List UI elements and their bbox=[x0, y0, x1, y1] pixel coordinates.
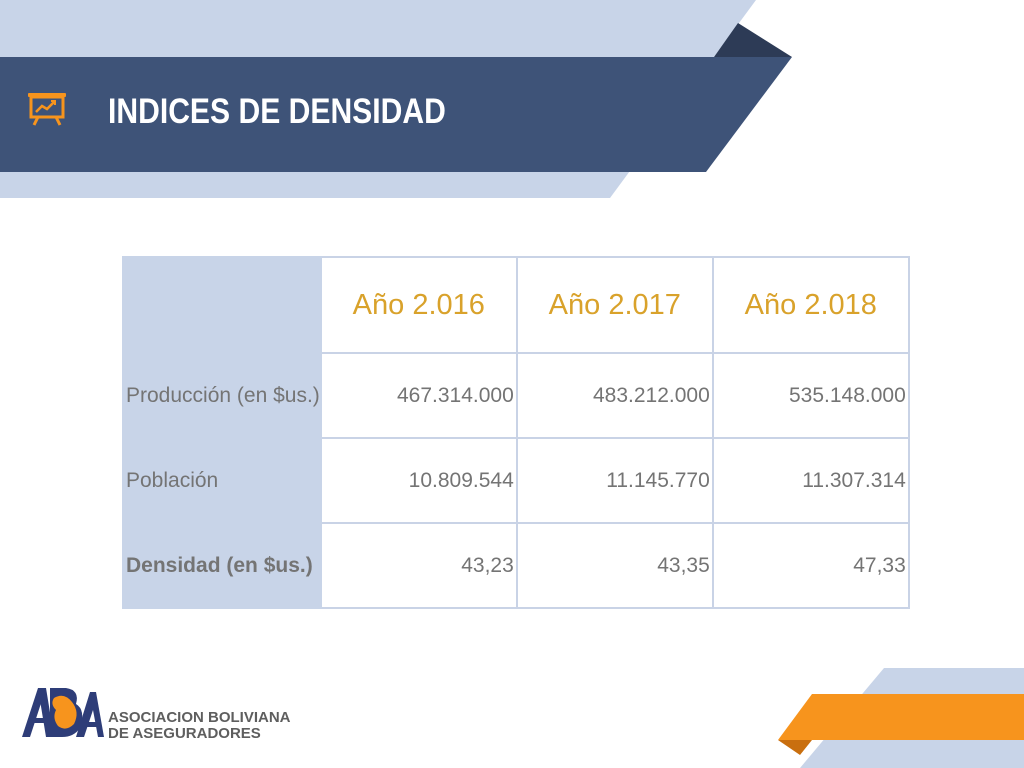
cell-poblacion-2018: 11.307.314 bbox=[711, 437, 910, 524]
row-label-poblacion: Población bbox=[122, 437, 322, 524]
column-header-2018: Año 2.018 bbox=[711, 256, 910, 354]
footer-orange-shadow bbox=[778, 740, 812, 755]
cell-produccion-2018: 535.148.000 bbox=[711, 352, 910, 439]
cell-poblacion-2017: 11.145.770 bbox=[515, 437, 714, 524]
table-header-row: Año 2.016 Año 2.017 Año 2.018 bbox=[122, 256, 910, 354]
organization-name-line1: ASOCIACION BOLIVIANA bbox=[108, 709, 291, 726]
organization-name: ASOCIACION BOLIVIANA DE ASEGURADORES bbox=[108, 710, 291, 742]
density-table: Año 2.016 Año 2.017 Año 2.018 Producción… bbox=[122, 256, 910, 609]
presentation-chart-icon bbox=[28, 93, 66, 126]
cell-produccion-2017: 483.212.000 bbox=[515, 352, 714, 439]
banner-dark-tip bbox=[714, 23, 792, 57]
cell-densidad-2018: 47,33 bbox=[711, 522, 910, 609]
aba-logo bbox=[22, 688, 104, 737]
footer-orange-band bbox=[778, 694, 1024, 740]
table-corner-cell bbox=[122, 256, 322, 354]
cell-densidad-2017: 43,35 bbox=[515, 522, 714, 609]
table-row-densidad: Densidad (en $us.) 43,23 43,35 47,33 bbox=[122, 522, 910, 609]
column-header-2017: Año 2.017 bbox=[515, 256, 714, 354]
row-label-densidad: Densidad (en $us.) bbox=[122, 522, 322, 609]
organization-name-line2: DE ASEGURADORES bbox=[108, 725, 261, 742]
cell-poblacion-2016: 10.809.544 bbox=[319, 437, 518, 524]
cell-densidad-2016: 43,23 bbox=[319, 522, 518, 609]
row-label-produccion: Producción (en $us.) bbox=[122, 352, 322, 439]
slide-title: INDICES DE DENSIDAD bbox=[108, 92, 446, 131]
table-row-produccion: Producción (en $us.) 467.314.000 483.212… bbox=[122, 352, 910, 439]
column-header-2016: Año 2.016 bbox=[319, 256, 518, 354]
cell-produccion-2016: 467.314.000 bbox=[319, 352, 518, 439]
table-row-poblacion: Población 10.809.544 11.145.770 11.307.3… bbox=[122, 437, 910, 524]
banner-dark-band bbox=[0, 57, 792, 172]
